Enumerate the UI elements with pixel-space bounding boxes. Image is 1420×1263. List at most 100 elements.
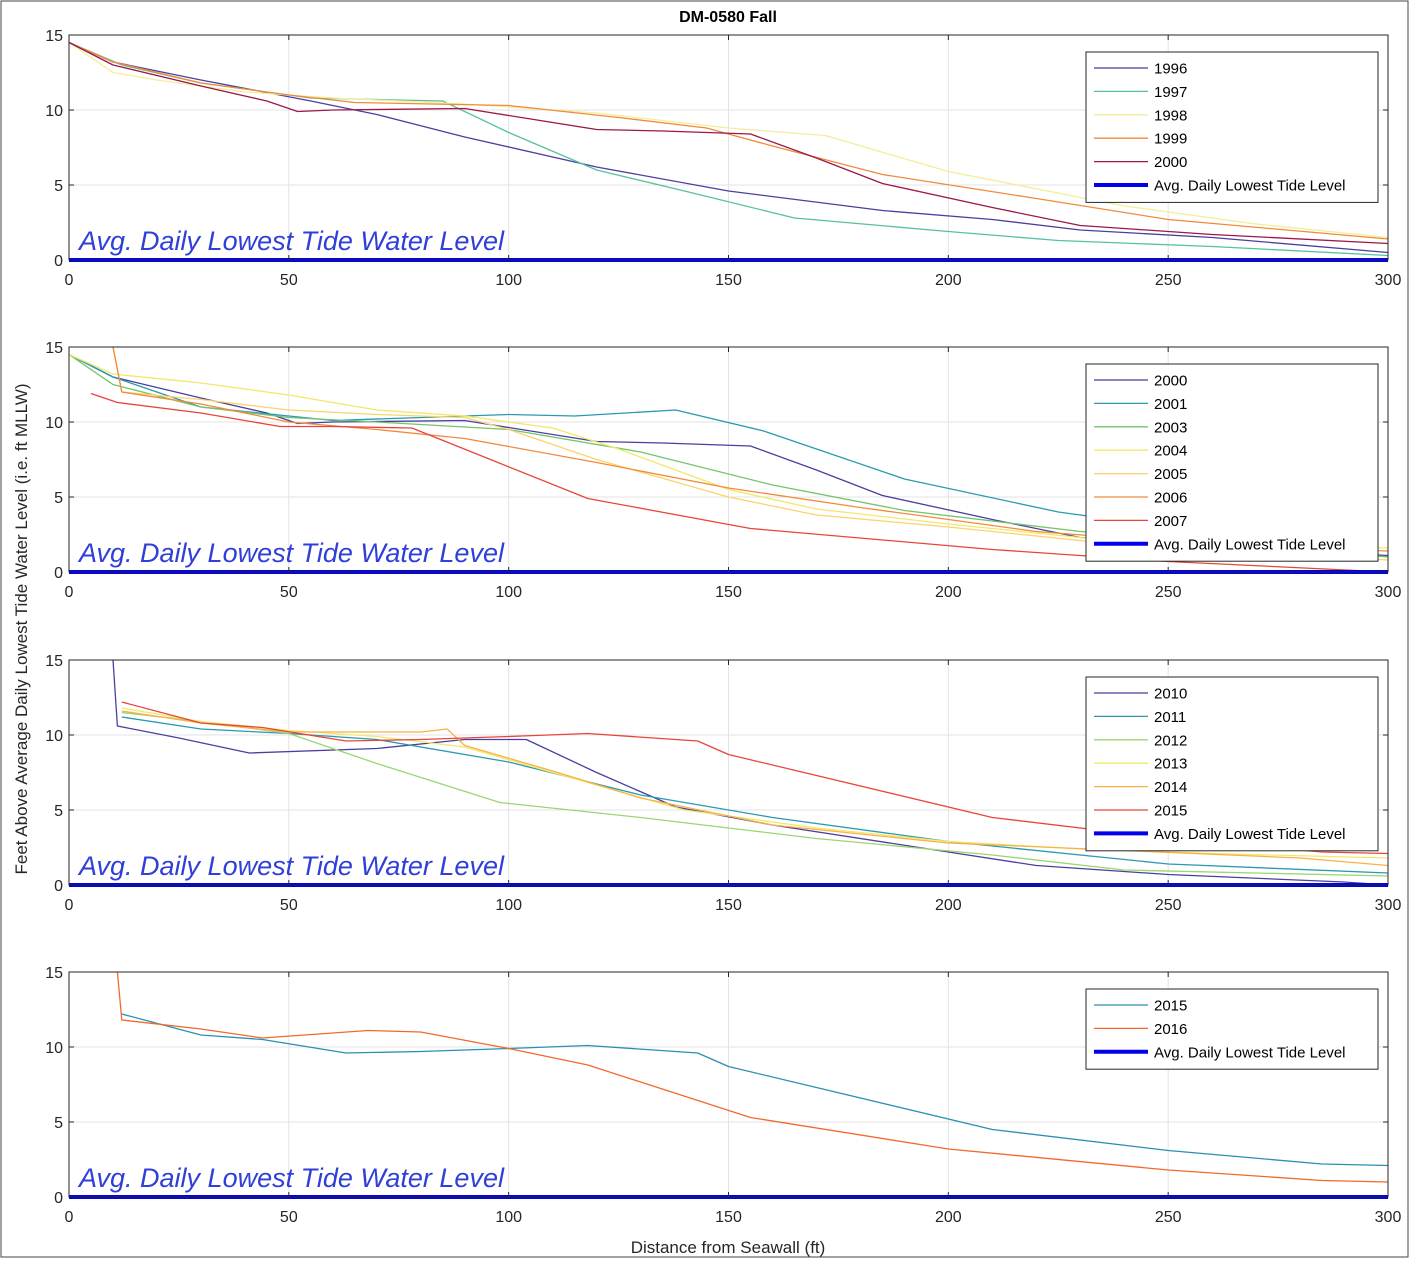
x-tick-label: 250 [1155,584,1182,601]
legend-box [1085,676,1379,852]
x-tick-label: 0 [65,897,74,914]
x-tick-label: 50 [280,1209,298,1226]
y-tick-label: 5 [54,1115,63,1132]
x-tick-label: 250 [1155,272,1182,289]
legend-box [1085,988,1379,1070]
series-line-2016 [116,972,1388,1183]
y-tick-label: 15 [45,653,63,670]
legend-label: 2000 [1154,373,1187,390]
legend-label: 2001 [1154,396,1187,413]
x-tick-label: 0 [65,1209,74,1226]
legend-label: 2010 [1154,686,1187,703]
series-line-2007 [90,392,1388,573]
y-tick-label: 0 [54,878,63,895]
y-tick-label: 15 [45,340,63,357]
legend-label: 2015 [1154,803,1187,820]
legend: 2015 2016 Avg. Daily Lowest Tide Level [1085,988,1379,1070]
legend-label: 2011 [1154,709,1186,726]
legend-label: 2007 [1154,513,1187,530]
x-tick-label: 200 [935,1209,962,1226]
y-tick-label: 10 [45,103,63,120]
legend-label: 2014 [1154,779,1187,796]
x-tick-label: 0 [65,272,74,289]
annotation-label: Avg. Daily Lowest Tide Water Level [77,851,505,881]
x-tick-label: 150 [715,897,742,914]
x-tick-label: 100 [495,584,522,601]
legend-label: 1997 [1154,84,1187,101]
y-tick-label: 5 [54,490,63,507]
series-line-1996 [69,41,1388,254]
x-tick-label: 150 [715,584,742,601]
x-tick-label: 0 [65,584,74,601]
series-line-2015 [121,1013,1388,1167]
legend-label: Avg. Daily Lowest Tide Level [1154,536,1346,553]
x-tick-label: 100 [495,897,522,914]
legend-label: 1999 [1154,131,1187,148]
legend-label: 2000 [1154,154,1187,171]
x-tick-label: 200 [935,584,962,601]
series-line-2000 [69,41,1388,245]
legend-label: 2016 [1154,1021,1187,1038]
y-tick-label: 10 [45,1040,63,1057]
series-line-2004 [69,353,1388,549]
x-tick-label: 150 [715,1209,742,1226]
annotation-label: Avg. Daily Lowest Tide Water Level [77,226,505,256]
y-tick-label: 5 [54,803,63,820]
series-line-1998 [69,41,1388,239]
y-tick-label: 5 [54,178,63,195]
annotation-label: Avg. Daily Lowest Tide Water Level [77,1163,505,1193]
legend-label: 1996 [1154,61,1187,78]
x-tick-label: 250 [1155,897,1182,914]
legend-label: 2013 [1154,756,1187,773]
legend-label: 1998 [1154,107,1187,124]
x-tick-label: 300 [1375,1209,1402,1226]
x-tick-label: 300 [1375,272,1402,289]
legend-label: Avg. Daily Lowest Tide Level [1154,178,1346,195]
x-tick-label: 300 [1375,897,1402,914]
legend-label: 2004 [1154,443,1187,460]
legend-label: 2012 [1154,732,1187,749]
chart-title: DM-0580 Fall [679,9,777,26]
x-tick-label: 50 [280,897,298,914]
x-tick-label: 100 [495,272,522,289]
x-tick-label: 50 [280,272,298,289]
x-tick-label: 150 [715,272,742,289]
y-tick-label: 15 [45,28,63,45]
series-line-1999 [69,41,1388,240]
legend-label: Avg. Daily Lowest Tide Level [1154,1044,1346,1061]
y-tick-label: 10 [45,415,63,432]
legend-label: 2006 [1154,490,1187,507]
series-line-2006 [112,347,1388,552]
y-tick-label: 15 [45,965,63,982]
y-tick-label: 0 [54,565,63,582]
legend: 2010 2011 2012 2013 2014 2015 Avg. Daily Lowes… [1085,676,1379,852]
x-axis-label: Distance from Seawall (ft) [631,1238,826,1257]
y-tick-label: 10 [45,728,63,745]
x-tick-label: 200 [935,897,962,914]
annotation-label: Avg. Daily Lowest Tide Water Level [77,538,505,568]
x-tick-label: 100 [495,1209,522,1226]
series-line-2000 [69,353,1388,557]
x-tick-label: 300 [1375,584,1402,601]
y-tick-label: 0 [54,1190,63,1207]
legend-box [1085,51,1379,203]
legend-label: 2015 [1154,998,1187,1015]
x-tick-label: 250 [1155,1209,1182,1226]
series-line-2010 [112,660,1388,886]
legend: 1996 1997 1998 1999 2000 Avg. Daily Lowest Ti… [1085,51,1379,203]
x-tick-label: 50 [280,584,298,601]
series-line-2005 [112,347,1388,561]
legend-label: Avg. Daily Lowest Tide Level [1154,826,1346,843]
legend-label: 2005 [1154,466,1187,483]
x-tick-label: 200 [935,272,962,289]
legend-box [1085,363,1379,562]
y-axis-label: Feet Above Average Daily Lowest Tide Wat… [12,383,31,874]
y-tick-label: 0 [54,253,63,270]
legend: 2000 2001 2003 2004 2005 2006 2007 Avg. Daily L… [1085,363,1379,562]
